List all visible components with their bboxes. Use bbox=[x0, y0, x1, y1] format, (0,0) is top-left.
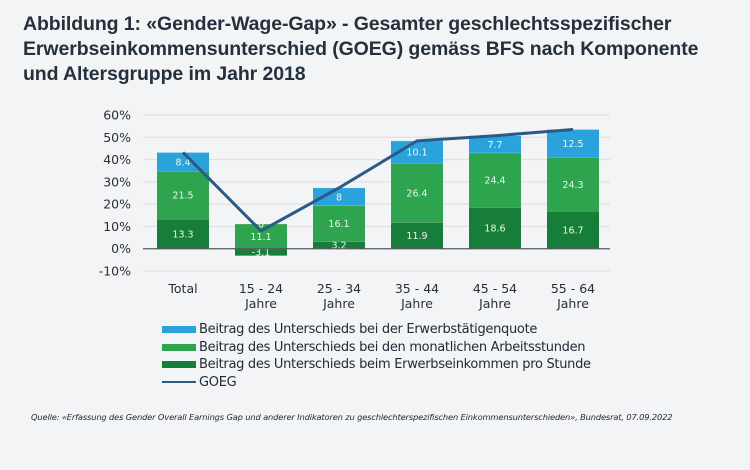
legend-label: Beitrag des Unterschieds beim Erwerbsein… bbox=[199, 357, 591, 373]
data-label: 7.7 bbox=[487, 140, 502, 151]
x-tick-label: 15 - 24 bbox=[239, 281, 283, 296]
legend: Beitrag des Unterschieds bei der Erwerbs… bbox=[162, 321, 591, 391]
data-label: 13.3 bbox=[172, 229, 193, 240]
x-tick-label: Jahre bbox=[556, 296, 589, 311]
legend-swatch-erwerbstaetigenquote bbox=[162, 326, 196, 334]
y-tick-label: 0% bbox=[111, 241, 131, 256]
data-label: 3.2 bbox=[331, 241, 346, 252]
x-tick-label: Jahre bbox=[322, 296, 355, 311]
y-tick-label: 50% bbox=[103, 130, 131, 145]
bar-segment-erwerbstaetigenquote bbox=[313, 187, 365, 206]
x-tick-label: Total bbox=[167, 281, 197, 296]
data-label: 18.6 bbox=[484, 223, 505, 234]
chart-title: Abbildung 1: «Gender-Wage-Gap» - Gesamte… bbox=[23, 13, 699, 85]
bar-segment-erwerbseinkommen bbox=[313, 241, 365, 249]
bar-segment-erwerbstaetigenquote bbox=[547, 129, 599, 158]
bar-segment-arbeitsstunden bbox=[313, 205, 365, 242]
goeg-line bbox=[181, 127, 574, 233]
data-label: 0 bbox=[258, 219, 264, 230]
bar-segment-erwerbstaetigenquote bbox=[391, 140, 443, 164]
x-tick-label: 55 - 64 bbox=[551, 281, 595, 296]
data-label: -3.1 bbox=[252, 248, 271, 259]
bar-segment-erwerbseinkommen bbox=[547, 211, 599, 249]
y-tick-label: 30% bbox=[103, 174, 131, 189]
bar-segment-erwerbseinkommen bbox=[157, 219, 209, 249]
legend-label: Beitrag des Unterschieds bei den monatli… bbox=[199, 339, 586, 355]
bar-segment-erwerbseinkommen bbox=[469, 207, 521, 249]
legend-label: GOEG bbox=[199, 374, 237, 390]
data-label: 24.4 bbox=[484, 176, 505, 187]
x-tick-label: 45 - 54 bbox=[473, 281, 517, 296]
x-tick-label: Jahre bbox=[478, 296, 511, 311]
data-label: 12.5 bbox=[562, 139, 583, 150]
bar-segment-arbeitsstunden bbox=[469, 152, 521, 208]
x-tick-label: 35 - 44 bbox=[395, 281, 439, 296]
source-note: Quelle: «Erfassung des Gender Overall Ea… bbox=[31, 412, 673, 422]
data-label: 24.3 bbox=[562, 180, 583, 191]
legend-item-arbeitsstunden: Beitrag des Unterschieds bei den monatli… bbox=[162, 339, 591, 357]
x-tick-label: Jahre bbox=[244, 296, 277, 311]
legend-label: Beitrag des Unterschieds bei der Erwerbs… bbox=[199, 322, 538, 338]
data-label: 16.1 bbox=[328, 219, 349, 230]
legend-swatch-erwerbseinkommen bbox=[162, 361, 196, 369]
data-label: 11.1 bbox=[250, 232, 271, 243]
y-tick-label: -10% bbox=[99, 264, 131, 279]
bar-segment-erwerbseinkommen bbox=[235, 248, 287, 256]
y-tick-label: 60% bbox=[103, 108, 131, 123]
legend-swatch-arbeitsstunden bbox=[162, 343, 196, 351]
legend-item-goeg: GOEG bbox=[162, 374, 591, 392]
legend-item-erwerbseinkommen: Beitrag des Unterschieds beim Erwerbsein… bbox=[162, 356, 591, 374]
bar-segment-arbeitsstunden bbox=[547, 157, 599, 212]
bar-segment-erwerbstaetigenquote bbox=[469, 135, 521, 153]
data-label: 16.7 bbox=[562, 226, 583, 237]
bar-segment-arbeitsstunden bbox=[235, 223, 287, 249]
data-label: 8.4 bbox=[175, 157, 190, 168]
legend-swatch-goeg bbox=[162, 381, 196, 384]
y-tick-label: 20% bbox=[103, 197, 131, 212]
x-tick-label: Jahre bbox=[400, 296, 433, 311]
data-label: 10.1 bbox=[406, 148, 427, 159]
bar-segment-arbeitsstunden bbox=[157, 171, 209, 220]
bar-segment-arbeitsstunden bbox=[391, 163, 443, 223]
data-label: 26.4 bbox=[406, 188, 427, 199]
x-tick-label: 25 - 34 bbox=[317, 281, 361, 296]
y-tick-label: 10% bbox=[103, 219, 131, 234]
y-tick-label: 40% bbox=[103, 152, 131, 167]
data-label: 8 bbox=[336, 192, 342, 203]
legend-item-erwerbstaetigenquote: Beitrag des Unterschieds bei der Erwerbs… bbox=[162, 321, 591, 339]
bar-segment-erwerbseinkommen bbox=[391, 222, 443, 249]
data-label: 11.9 bbox=[406, 231, 427, 242]
data-label: 21.5 bbox=[172, 191, 193, 202]
